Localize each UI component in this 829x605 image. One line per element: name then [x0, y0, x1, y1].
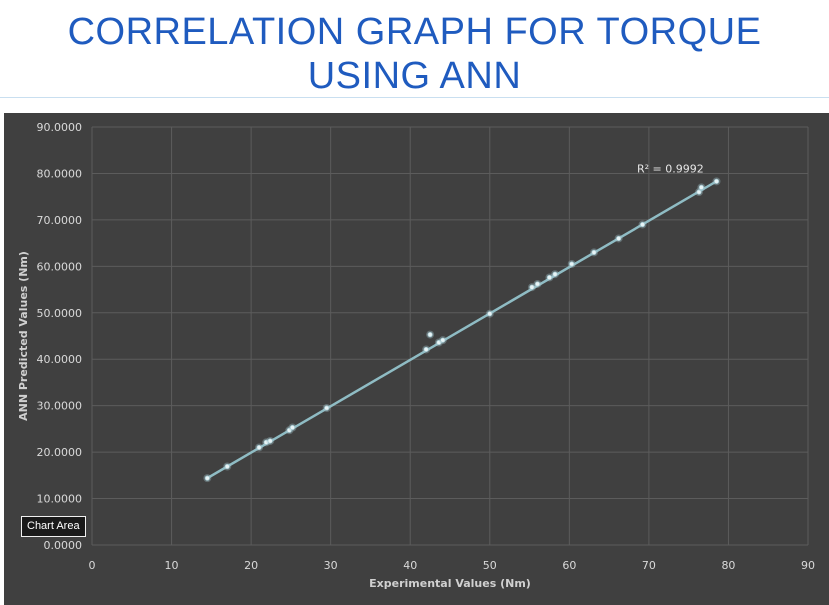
x-tick-label-1: 10: [165, 559, 179, 572]
r-squared-label: R² = 0.9992: [637, 163, 704, 176]
data-point-12: [487, 311, 493, 317]
slide-title: CORRELATION GRAPH FOR TORQUE USING ANN: [0, 10, 829, 98]
x-tick-label-8: 80: [721, 559, 735, 572]
data-point-2: [256, 444, 262, 451]
data-point-18: [591, 249, 597, 255]
data-point-23: [713, 178, 720, 184]
data-point-0: [204, 475, 210, 481]
data-point-21: [696, 189, 702, 195]
slide-title-line-2: USING ANN: [307, 55, 522, 97]
slide-title-line-1: CORRELATION GRAPH FOR TORQUE: [67, 11, 762, 53]
x-tick-label-2: 20: [244, 559, 258, 572]
data-point-11: [440, 337, 446, 343]
x-tick-label-0: 0: [89, 559, 96, 572]
x-tick-label-9: 90: [801, 559, 815, 572]
data-point-5: [286, 427, 292, 433]
data-point-22: [698, 184, 704, 190]
data-point-16: [552, 271, 558, 277]
y-tick-label-3: 30.0000: [37, 400, 83, 413]
data-point-1: [224, 463, 230, 470]
data-point-8: [423, 346, 429, 353]
y-tick-label-6: 60.0000: [37, 260, 83, 273]
data-points: [203, 177, 721, 483]
x-axis-ticks: 0 10 20 30 40 50 60 70 80 90: [89, 559, 816, 572]
y-tick-label-4: 40.0000: [37, 353, 83, 366]
y-tick-label-8: 80.0000: [37, 167, 83, 180]
data-point-4: [267, 438, 273, 444]
data-point-13: [529, 284, 535, 290]
data-point-17: [569, 261, 575, 267]
data-point-10: [436, 339, 442, 346]
data-point-19: [616, 235, 622, 242]
y-tick-label-1: 10.0000: [37, 493, 83, 506]
y-axis-ticks: 0.0000 10.0000 20.0000 30.0000 40.0000 50.000…: [37, 121, 83, 552]
y-tick-label-9: 90.0000: [37, 121, 83, 134]
data-point-14: [534, 281, 541, 287]
y-axis-title: ANN Predicted Values (Nm): [17, 251, 30, 421]
y-tick-label-5: 50.0000: [37, 307, 83, 320]
y-tick-label-0: 0.0000: [44, 539, 83, 552]
x-tick-label-4: 40: [403, 559, 417, 572]
x-tick-label-7: 70: [642, 559, 656, 572]
x-tick-label-5: 50: [483, 559, 497, 572]
chart-area-tooltip: Chart Area: [21, 516, 86, 537]
data-point-15: [546, 274, 553, 281]
x-tick-label-6: 60: [562, 559, 576, 572]
data-point-7: [324, 405, 330, 411]
gridlines: [91, 126, 809, 546]
x-axis-title: Experimental Values (Nm): [369, 577, 531, 590]
y-tick-label-2: 20.0000: [37, 446, 83, 459]
x-tick-label-3: 30: [324, 559, 338, 572]
data-point-9: [427, 332, 433, 338]
y-tick-label-7: 70.0000: [37, 214, 83, 227]
data-point-20: [639, 221, 646, 228]
data-point-6: [289, 424, 296, 431]
title-divider: [0, 97, 829, 98]
